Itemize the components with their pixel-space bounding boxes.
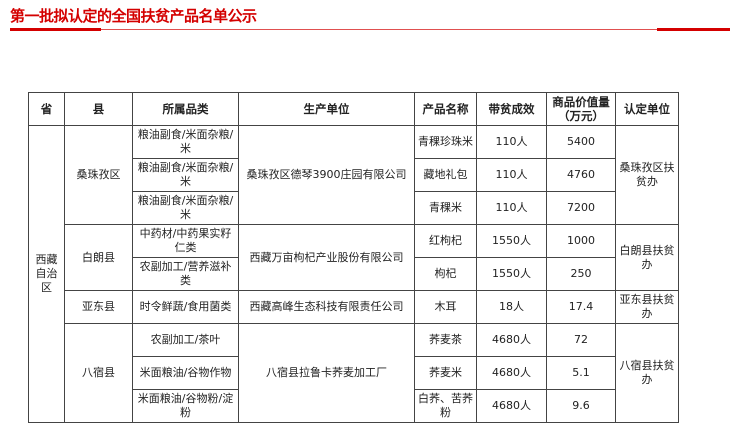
value-cell: 5.1 [546,356,616,390]
effect-cell: 110人 [476,191,547,225]
value-cell: 7200 [546,191,616,225]
product-table: 省县所属品类 生产单位 产品名称 带贫成效 商品价值量（万元） 认定单位 西藏自治区 桑珠孜… [28,92,679,423]
category-cell: 粮油副食/米面杂粮/米 [132,191,239,225]
product-cell: 枸杞 [414,257,477,291]
category-cell: 米面粮油/谷物作物 [132,356,239,390]
producer-cell: 西藏万亩枸杞产业股份有限公司 [238,224,415,291]
effect-cell: 110人 [476,158,547,192]
title-underline-accent-left [10,28,101,31]
value-cell: 17.4 [546,290,616,324]
value-cell: 250 [546,257,616,291]
product-cell: 荞麦米 [414,356,477,390]
category-cell: 农副加工/茶叶 [132,323,239,357]
header-effect: 带贫成效 [476,92,547,126]
product-cell: 木耳 [414,290,477,324]
table-row: 亚东县 时令鲜蔬/食用菌类 西藏高峰生态科技有限责任公司 木耳 18人 17.4 亚东县扶贫… [29,290,679,324]
category-cell: 粮油副食/米面杂粮/米 [132,158,239,192]
effect-cell: 4680人 [476,389,547,423]
header-province: 省 [28,92,65,126]
product-cell: 红枸杞 [414,224,477,258]
table-row: 粮油副食/米面杂粮/米 青稞米 110人 7200 [29,191,679,225]
header-producer: 生产单位 [238,92,415,126]
table-row: 西藏自治区 桑珠孜区 粮油副食/米面杂粮/米 桑珠孜区德琴3900庄园有限公司 青稞珍珠… [28,125,679,423]
certifier-cell: 亚东县扶贫办 [615,290,679,324]
county-cell: 亚东县 [64,290,133,324]
header-value: 商品价值量（万元） [546,92,616,126]
table-row: 八宿县 农副加工/茶叶 八宿县拉鲁卡荞麦加工厂 荞麦茶 4680人 72 八宿县扶贫办 [29,323,679,423]
producer-cell: 八宿县拉鲁卡荞麦加工厂 [238,323,415,423]
value-cell: 5400 [546,125,616,159]
table-row: 白朗县 中药材/中药果实籽仁类 西藏万亩枸杞产业股份有限公司 红枸杞 1550人 1000… [29,224,679,291]
header-county: 县 [64,92,133,126]
producer-cell: 西藏高峰生态科技有限责任公司 [238,290,415,324]
county-cell: 桑珠孜区 [64,125,133,225]
product-cell: 青稞米 [414,191,477,225]
value-cell: 1000 [546,224,616,258]
effect-cell: 4680人 [476,356,547,390]
header-product: 产品名称 [414,92,477,126]
title-underline-accent-right [657,28,730,31]
table-header-row: 省县所属品类 生产单位 产品名称 带贫成效 商品价值量（万元） 认定单位 [28,92,679,126]
value-cell: 9.6 [546,389,616,423]
effect-cell: 4680人 [476,323,547,357]
title-underline [10,29,730,30]
county-cell: 八宿县 [64,323,133,423]
category-cell: 米面粮油/谷物粉/淀粉 [132,389,239,423]
table-row: 米面粮油/谷物作物 荞麦米 4680人 5.1 [29,356,679,390]
certifier-cell: 白朗县扶贫办 [615,224,679,291]
effect-cell: 18人 [476,290,547,324]
table-row: 农副加工/营养滋补类 枸杞 1550人 250 [29,257,679,291]
value-cell: 4760 [546,158,616,192]
product-cell: 藏地礼包 [414,158,477,192]
table-row: 粮油副食/米面杂粮/米 藏地礼包 110人 4760 [29,158,679,192]
product-cell: 青稞珍珠米 [414,125,477,159]
county-cell: 白朗县 [64,224,133,291]
table-row: 米面粮油/谷物粉/淀粉 白荞、苦荞粉 4680人 9.6 [29,389,679,423]
effect-cell: 110人 [476,125,547,159]
page-title: 第一批拟认定的全国扶贫产品名单公示 [10,7,257,25]
value-cell: 72 [546,323,616,357]
header-category: 所属品类 [132,92,239,126]
certifier-cell: 桑珠孜区扶贫办 [615,125,679,225]
province-cell: 西藏自治区 [28,125,65,423]
header-certifier: 认定单位 [615,92,679,126]
category-cell: 中药材/中药果实籽仁类 [132,224,239,258]
certifier-cell: 八宿县扶贫办 [615,323,679,423]
category-cell: 时令鲜蔬/食用菌类 [132,290,239,324]
category-cell: 农副加工/营养滋补类 [132,257,239,291]
product-cell: 白荞、苦荞粉 [414,389,477,423]
effect-cell: 1550人 [476,257,547,291]
category-cell: 粮油副食/米面杂粮/米 [132,125,239,159]
effect-cell: 1550人 [476,224,547,258]
producer-cell: 桑珠孜区德琴3900庄园有限公司 [238,125,415,225]
product-cell: 荞麦茶 [414,323,477,357]
